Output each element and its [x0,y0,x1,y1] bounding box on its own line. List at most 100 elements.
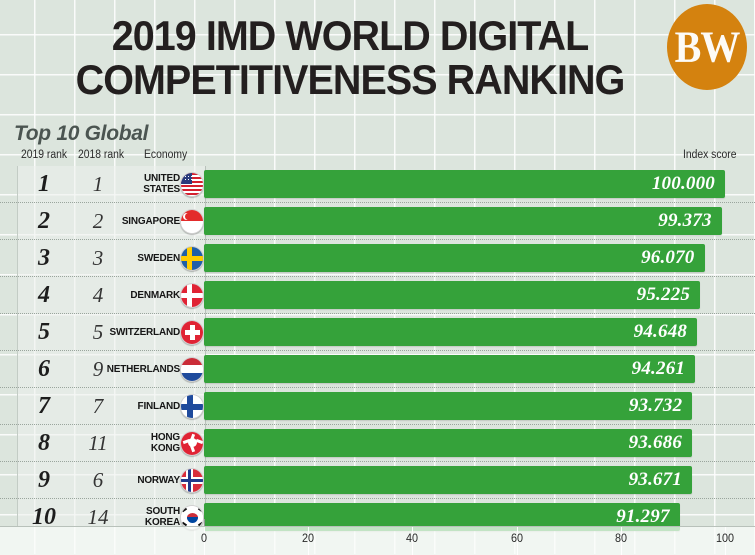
flag-hk-icon [180,425,204,461]
table-row: 9 6 NORWAY 93.671 [0,461,755,498]
x-axis-gridline [725,527,726,555]
economy-name: SWEDEN [137,251,180,264]
score-bar: 93.732 [204,392,693,420]
x-axis-tick-label: 40 [406,531,419,545]
rank-2018-value: 9 [92,356,104,381]
flag-no-icon [180,462,204,498]
x-axis-tick-label: 60 [510,531,523,545]
flag-us-icon [180,166,204,202]
bar-track: 95.225 [204,281,755,309]
rank-2018-value: 4 [92,282,104,307]
flag-dk-icon [180,277,204,313]
bar-track: 100.000 [204,170,755,198]
score-bar: 96.070 [204,244,705,272]
rank-2019-value: 10 [32,503,56,530]
score-bar: 95.225 [204,281,701,309]
rank-2019-value: 5 [38,318,50,345]
rank-2018-value: 3 [92,245,104,270]
economy-name: HONG KONG [150,431,180,454]
score-label: 94.648 [633,321,688,342]
score-bar: 93.686 [204,429,693,457]
rank-2018-value: 11 [88,430,108,455]
table-row: 3 3 SWEDEN 96.070 [0,239,755,276]
score-label: 93.686 [628,432,683,453]
title-line-1: 2019 IMD WORLD DIGITAL [111,12,589,59]
rank-2019-value: 2 [38,207,50,234]
table-row: 1 1 UNITED STATES 100.000 [0,166,755,202]
column-header-index-score: Index score [682,149,737,161]
bar-track: 94.648 [204,318,755,346]
bar-track: 94.261 [204,355,755,383]
rank-2018-value: 2 [92,208,104,233]
rank-2018-value: 14 [87,504,109,529]
bar-track: 93.686 [204,429,755,457]
score-bar: 94.261 [204,355,696,383]
score-label: 96.070 [641,247,695,268]
score-label: 99.373 [658,210,712,231]
score-label: 93.732 [628,395,683,416]
bar-track: 96.070 [204,244,755,272]
economy-name: DENMARK [130,288,180,301]
score-bar: 100.000 [204,170,725,198]
rank-2019-value: 1 [38,170,50,197]
score-bar: 93.671 [204,466,693,494]
title-line-2: COMPETITIVENESS RANKING [75,56,626,103]
x-axis-gridline [412,527,414,555]
rank-2019-value: 6 [38,355,50,382]
economy-name: NORWAY [137,473,180,486]
bw-logo: BW [667,4,747,90]
bar-track: 93.732 [204,392,755,420]
flag-ch-icon [180,314,204,350]
x-axis-tick-label: 80 [614,531,627,545]
economy-name: SWITZERLAND [109,325,180,338]
economy-name: SINGAPORE [121,214,180,227]
economy-name: UNITED STATES [143,172,180,195]
flag-fi-icon [180,388,204,424]
axis-origin-tick [204,519,205,527]
rank-2019-value: 7 [38,392,50,419]
x-axis: 0 20 40 60 80 100 [0,526,755,555]
rank-table-panel [17,166,206,526]
table-row: 2 2 SINGAPORE 99.373 [0,202,755,239]
rank-2018-value: 6 [92,467,104,492]
economy-name: FINLAND [137,399,181,412]
subtitle: Top 10 Global [14,122,149,145]
rank-2019-value: 4 [38,281,50,308]
bw-logo-text: BW [674,21,741,72]
bar-track: 99.373 [204,207,755,235]
score-label: 95.225 [636,284,691,305]
score-label: 100.000 [651,173,715,194]
rank-2019-value: 8 [38,429,50,456]
x-axis-gridline [308,527,310,555]
x-axis-gridline [516,527,518,555]
x-axis-gridline [620,527,622,555]
column-headers: 2019 rank 2018 rank Economy Index score [0,149,755,167]
economy-name: SOUTH KOREA [144,505,180,528]
x-axis-tick-label: 0 [200,531,208,545]
header: 2019 IMD WORLD DIGITAL COMPETITIVENESS R… [0,0,755,112]
ranking-rows: 1 1 UNITED STATES 100.000 2 2 SINGAPORE 99.373 3 3… [0,166,755,531]
score-label: 93.671 [628,469,683,490]
table-row: 6 9 NETHERLANDS 94.261 [0,350,755,387]
flag-nl-icon [180,351,204,387]
rank-2018-value: 5 [92,319,104,344]
table-row: 8 11 HONG KONG 93.686 [0,424,755,461]
score-bar: 99.373 [204,207,722,235]
x-axis-tick-label: 100 [715,531,735,545]
rank-2018-value: 7 [92,393,104,418]
x-axis-tick-label: 20 [302,531,315,545]
rank-2019-value: 9 [38,466,50,493]
table-row: 5 5 SWITZERLAND 94.648 [0,313,755,350]
column-header-rank-2019: 2019 rank [21,149,68,161]
flag-sg-icon [180,203,204,239]
column-header-rank-2018: 2018 rank [78,149,125,161]
rank-2019-value: 3 [38,244,50,271]
rank-2018-value: 1 [92,171,104,196]
score-label: 94.261 [631,358,686,379]
score-label: 91.297 [616,506,670,527]
x-axis-gridline [204,527,205,555]
score-bar: 94.648 [204,318,698,346]
bar-track: 93.671 [204,466,755,494]
flag-se-icon [180,240,204,276]
